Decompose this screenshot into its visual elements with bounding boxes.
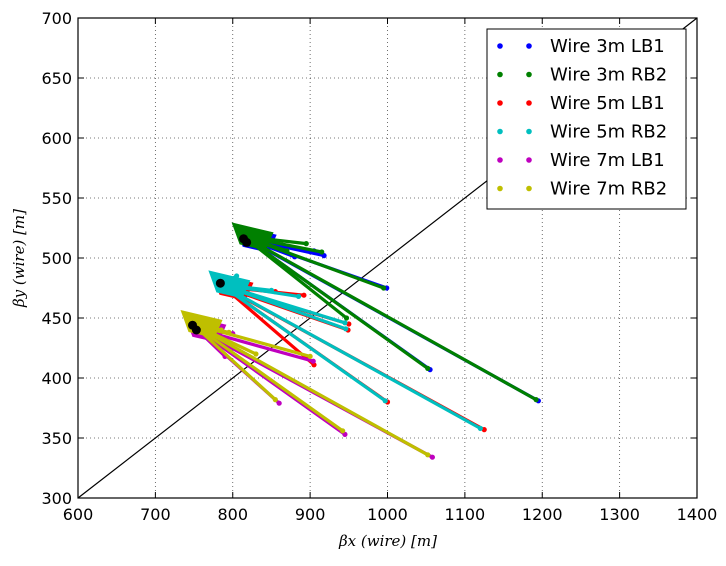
branch-end-point [276, 400, 282, 406]
branch-end-point [343, 326, 349, 332]
branch-end-point [253, 351, 259, 357]
x-axis-label: βx (wire) [m] [338, 532, 437, 550]
branch-end-point [319, 249, 325, 255]
series-branch [194, 327, 347, 436]
legend: Wire 3m LB1 Wire 3m RB2 Wire 5m LB1 Wire 5m… [486, 28, 687, 210]
series-3 [208, 270, 483, 431]
legend-box [486, 28, 687, 210]
y-tick-label: 550 [41, 189, 72, 208]
y-tick-label: 500 [41, 249, 72, 268]
branch-end-point [340, 428, 346, 434]
x-tick-label: 800 [217, 505, 248, 524]
branch-end-point [343, 315, 350, 321]
start-marker [191, 325, 201, 335]
x-tick-label: 1200 [522, 505, 563, 524]
legend-marker [526, 185, 532, 192]
legend-label: Wire 5m RB2 [550, 122, 667, 143]
legend-label: Wire 3m LB1 [550, 36, 665, 57]
branch-end-point [301, 292, 307, 298]
legend-label: Wire 7m RB2 [550, 179, 667, 200]
y-tick-label: 400 [41, 369, 72, 388]
x-tick-label: 1300 [599, 505, 640, 524]
legend-label: Wire 5m LB1 [550, 93, 665, 114]
x-tick-label: 600 [63, 505, 94, 524]
legend-marker [526, 43, 532, 49]
y-tick-label: 450 [41, 309, 72, 328]
legend-marker [497, 157, 503, 163]
y-axis-label: βy (wire) [m] [10, 209, 28, 308]
y-tick-label: 600 [41, 129, 72, 148]
branch-end-point [303, 241, 309, 247]
legend-marker [526, 128, 532, 135]
y-tick-label: 650 [41, 69, 72, 88]
start-marker [215, 278, 225, 288]
series-branch [190, 322, 345, 433]
start-marker [239, 234, 249, 244]
branch-end-point [425, 452, 431, 458]
series-1 [231, 222, 539, 403]
legend-marker [497, 71, 503, 78]
y-tick-label: 350 [41, 429, 72, 448]
branch-end-point [382, 398, 388, 404]
legend-marker [497, 185, 503, 192]
x-tick-label: 900 [295, 505, 326, 524]
x-tick-label: 700 [140, 505, 171, 524]
x-tick-label: 1100 [445, 505, 486, 524]
branch-end-point [425, 365, 431, 371]
branch-end-point [295, 293, 302, 299]
y-tick-label: 300 [41, 489, 72, 508]
branch-end-point [429, 454, 435, 460]
series-branch [241, 234, 349, 320]
series-branch [218, 282, 482, 430]
legend-marker [526, 71, 532, 78]
legend-marker [497, 100, 503, 106]
series-branch [241, 234, 538, 402]
branch-end-point [381, 285, 387, 291]
branch-end-point [310, 358, 316, 364]
x-tick-label: 1000 [367, 505, 408, 524]
series-cluster [180, 310, 223, 338]
legend-label: Wire 3m RB2 [550, 65, 667, 86]
legend-marker [526, 100, 532, 106]
data-layer [77, 17, 698, 499]
series-branch [190, 322, 277, 402]
y-tick-label: 700 [41, 9, 72, 28]
branch-end-point [342, 320, 348, 326]
series-branch [190, 322, 430, 457]
axes-layer: 600 700 800 900 1000 1100 1200 1300 1400 300 350 40… [41, 9, 717, 524]
branch-end-point [533, 397, 539, 403]
series-5 [180, 310, 431, 458]
branch-end-point [477, 425, 483, 431]
branch-end-point [307, 353, 313, 359]
series-branch [218, 282, 387, 403]
legend-marker [526, 157, 532, 163]
legend-label: Wire 7m LB1 [550, 150, 665, 171]
branch-end-point [272, 397, 278, 403]
series-branch [241, 234, 430, 370]
series-cluster [231, 222, 274, 251]
branch-end-point [226, 329, 232, 335]
series-cluster [208, 270, 251, 299]
x-tick-label: 1400 [677, 505, 718, 524]
legend-marker [497, 128, 503, 135]
legend-marker [497, 43, 503, 49]
